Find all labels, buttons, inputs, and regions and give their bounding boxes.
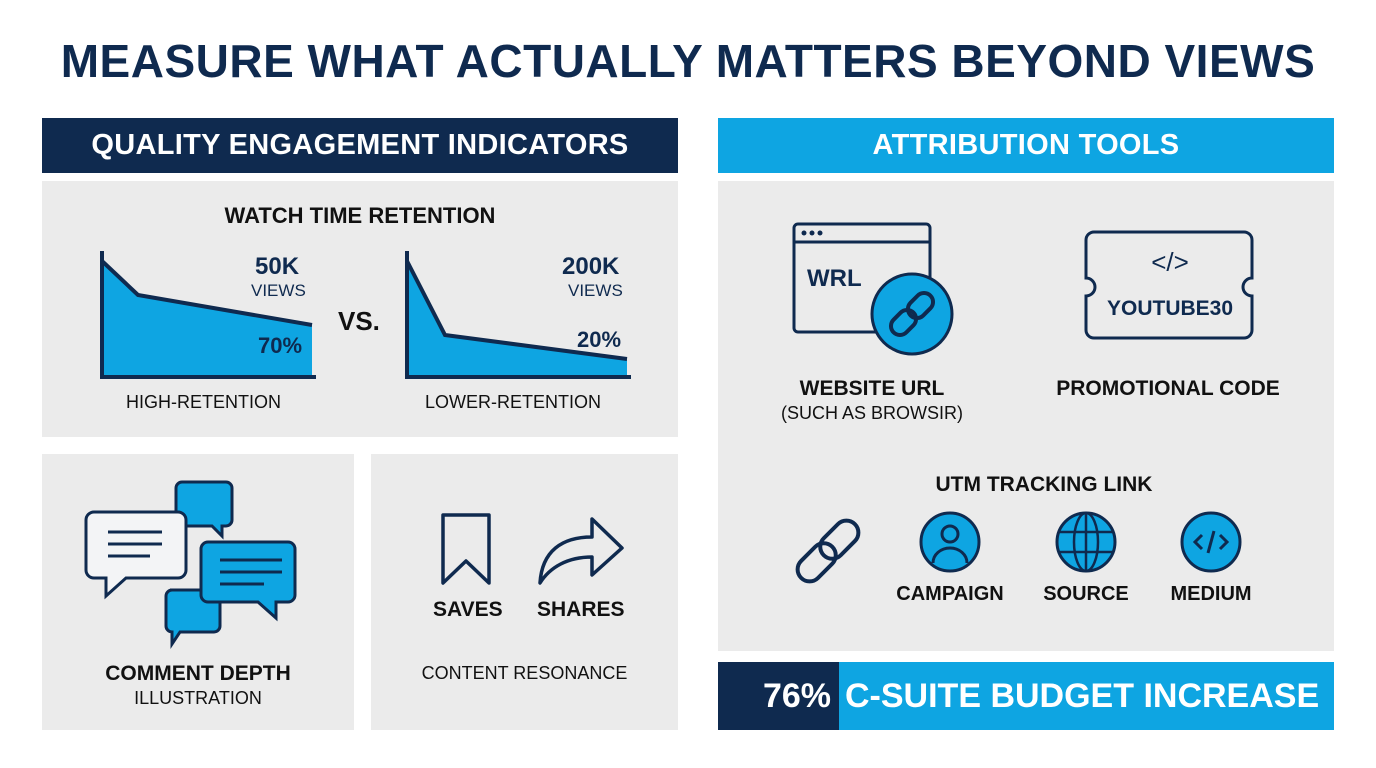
utm-medium-label: MEDIUM — [1170, 583, 1252, 605]
utm-campaign-label: CAMPAIGN — [896, 583, 1004, 605]
shares-label: SHARES — [537, 598, 625, 621]
low-views-value: 200K — [562, 253, 620, 280]
attribution-tools-panel: WRL WEBSITE URL (SUCH AS BROWSIR) </> YO… — [718, 181, 1334, 651]
content-resonance-panel: SAVES SHARES CONTENT RESONANCE — [371, 454, 678, 730]
low-views-label: VIEWS — [568, 281, 623, 300]
attribution-tools-header: ATTRIBUTION TOOLS — [718, 118, 1334, 173]
high-retention-chart-icon — [100, 251, 316, 379]
chain-link-icon — [795, 518, 861, 584]
comment-depth-title: COMMENT DEPTH — [105, 662, 291, 685]
saves-label: SAVES — [433, 598, 503, 621]
share-arrow-icon — [538, 517, 624, 585]
promo-code-symbol: </> — [1151, 247, 1189, 277]
low-retention-label: LOWER-RETENTION — [425, 392, 602, 412]
budget-increase-percent: 76% — [718, 662, 839, 730]
chat-bubbles-icon — [84, 480, 297, 649]
quality-engagement-header: QUALITY ENGAGEMENT INDICATORS — [42, 118, 678, 173]
content-resonance-caption: CONTENT RESONANCE — [421, 663, 628, 683]
globe-icon — [1055, 511, 1117, 573]
watch-time-title: WATCH TIME RETENTION — [224, 203, 496, 228]
code-icon — [1180, 511, 1242, 573]
vs-label: VS. — [338, 306, 380, 336]
promo-code-value: YOUTUBE30 — [1106, 297, 1234, 320]
high-retention-label: HIGH-RETENTION — [126, 392, 281, 412]
utm-tracking-title: UTM TRACKING LINK — [935, 473, 1153, 496]
high-retention-percent: 70% — [258, 333, 303, 358]
coupon-ticket-icon — [1084, 230, 1254, 340]
budget-increase-label: C-SUITE BUDGET INCREASE — [839, 662, 1334, 730]
page-title: MEASURE WHAT ACTUALLY MATTERS BEYOND VIE… — [60, 35, 1316, 87]
website-url-subtitle: (SUCH AS BROWSIR) — [780, 403, 963, 423]
low-retention-percent: 20% — [577, 327, 622, 352]
bookmark-icon — [441, 513, 491, 585]
website-url-title: WEBSITE URL — [799, 377, 945, 400]
high-views-label: VIEWS — [251, 281, 306, 300]
promotional-code-title: PROMOTIONAL CODE — [1056, 377, 1280, 400]
high-views-value: 50K — [255, 253, 300, 280]
budget-increase-banner: 76% C-SUITE BUDGET INCREASE — [718, 662, 1334, 730]
utm-source-label: SOURCE — [1043, 583, 1129, 605]
low-retention-chart-icon — [405, 251, 631, 379]
browser-icon-text: WRL — [807, 265, 862, 292]
comment-depth-subtitle: ILLUSTRATION — [134, 688, 262, 708]
browser-link-icon — [792, 222, 954, 356]
person-icon — [919, 511, 981, 573]
watch-time-panel: WATCH TIME RETENTION 50K VIEWS 70% HIGH-… — [42, 181, 678, 437]
comment-depth-panel: COMMENT DEPTH ILLUSTRATION — [42, 454, 354, 730]
